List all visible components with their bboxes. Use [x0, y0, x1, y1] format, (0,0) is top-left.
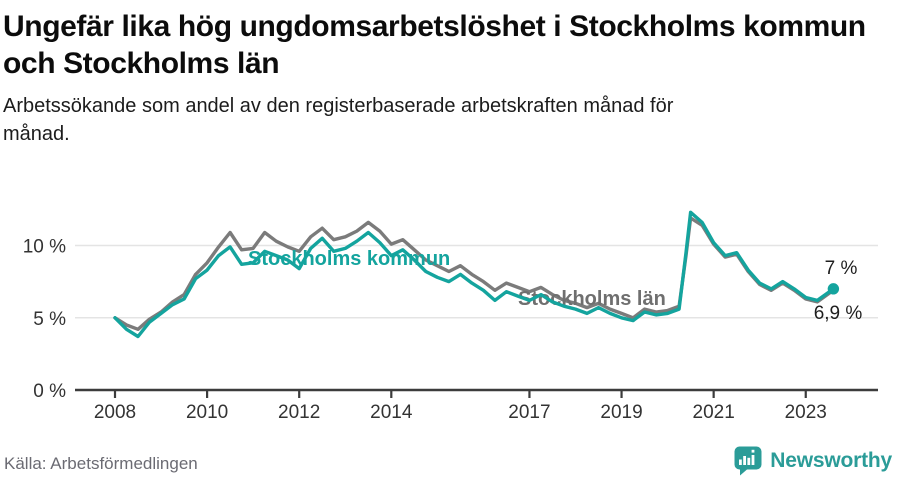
end-value-annotation: 7 % [825, 258, 858, 279]
newsworthy-brand: Newsworthy [733, 445, 892, 476]
x-tick-label: 2023 [785, 402, 827, 423]
chart-subtitle: Arbetssökande som andel av den registerb… [3, 95, 674, 145]
x-tick-label: 2014 [370, 402, 413, 423]
page-title: Ungefär lika hög ungdomsarbetslöshet i S… [3, 10, 866, 81]
logo-bars [739, 449, 755, 465]
source-note: Källa: Arbetsförmedlingen [4, 454, 198, 473]
x-tick-label: 2008 [94, 402, 136, 423]
x-tick-label: 2019 [600, 402, 642, 423]
y-tick-label: 10 % [23, 237, 66, 258]
x-tick-label: 2017 [508, 402, 550, 423]
unemployment-line-chart: 0 % 5 % 10 % 2008 2010 2012 2014 2017 2019 2021 20… [23, 210, 878, 423]
series-line-kommun [113, 210, 836, 339]
series-label-kommun: Stockholms kommun [248, 248, 450, 270]
newsworthy-logo-icon [734, 446, 762, 476]
end-point-dot [827, 283, 840, 295]
series-label-lan: Stockholms län [518, 288, 666, 310]
x-tick-label: 2012 [278, 402, 320, 423]
y-tick-label: 0 % [33, 381, 66, 402]
series-line-lan [113, 216, 836, 331]
y-tick-label: 5 % [33, 309, 66, 330]
brand-name: Newsworthy [770, 448, 892, 472]
x-tick-label: 2010 [186, 402, 228, 423]
end-value-annotation: 6,9 % [814, 303, 863, 324]
x-tick-label: 2021 [693, 402, 735, 423]
